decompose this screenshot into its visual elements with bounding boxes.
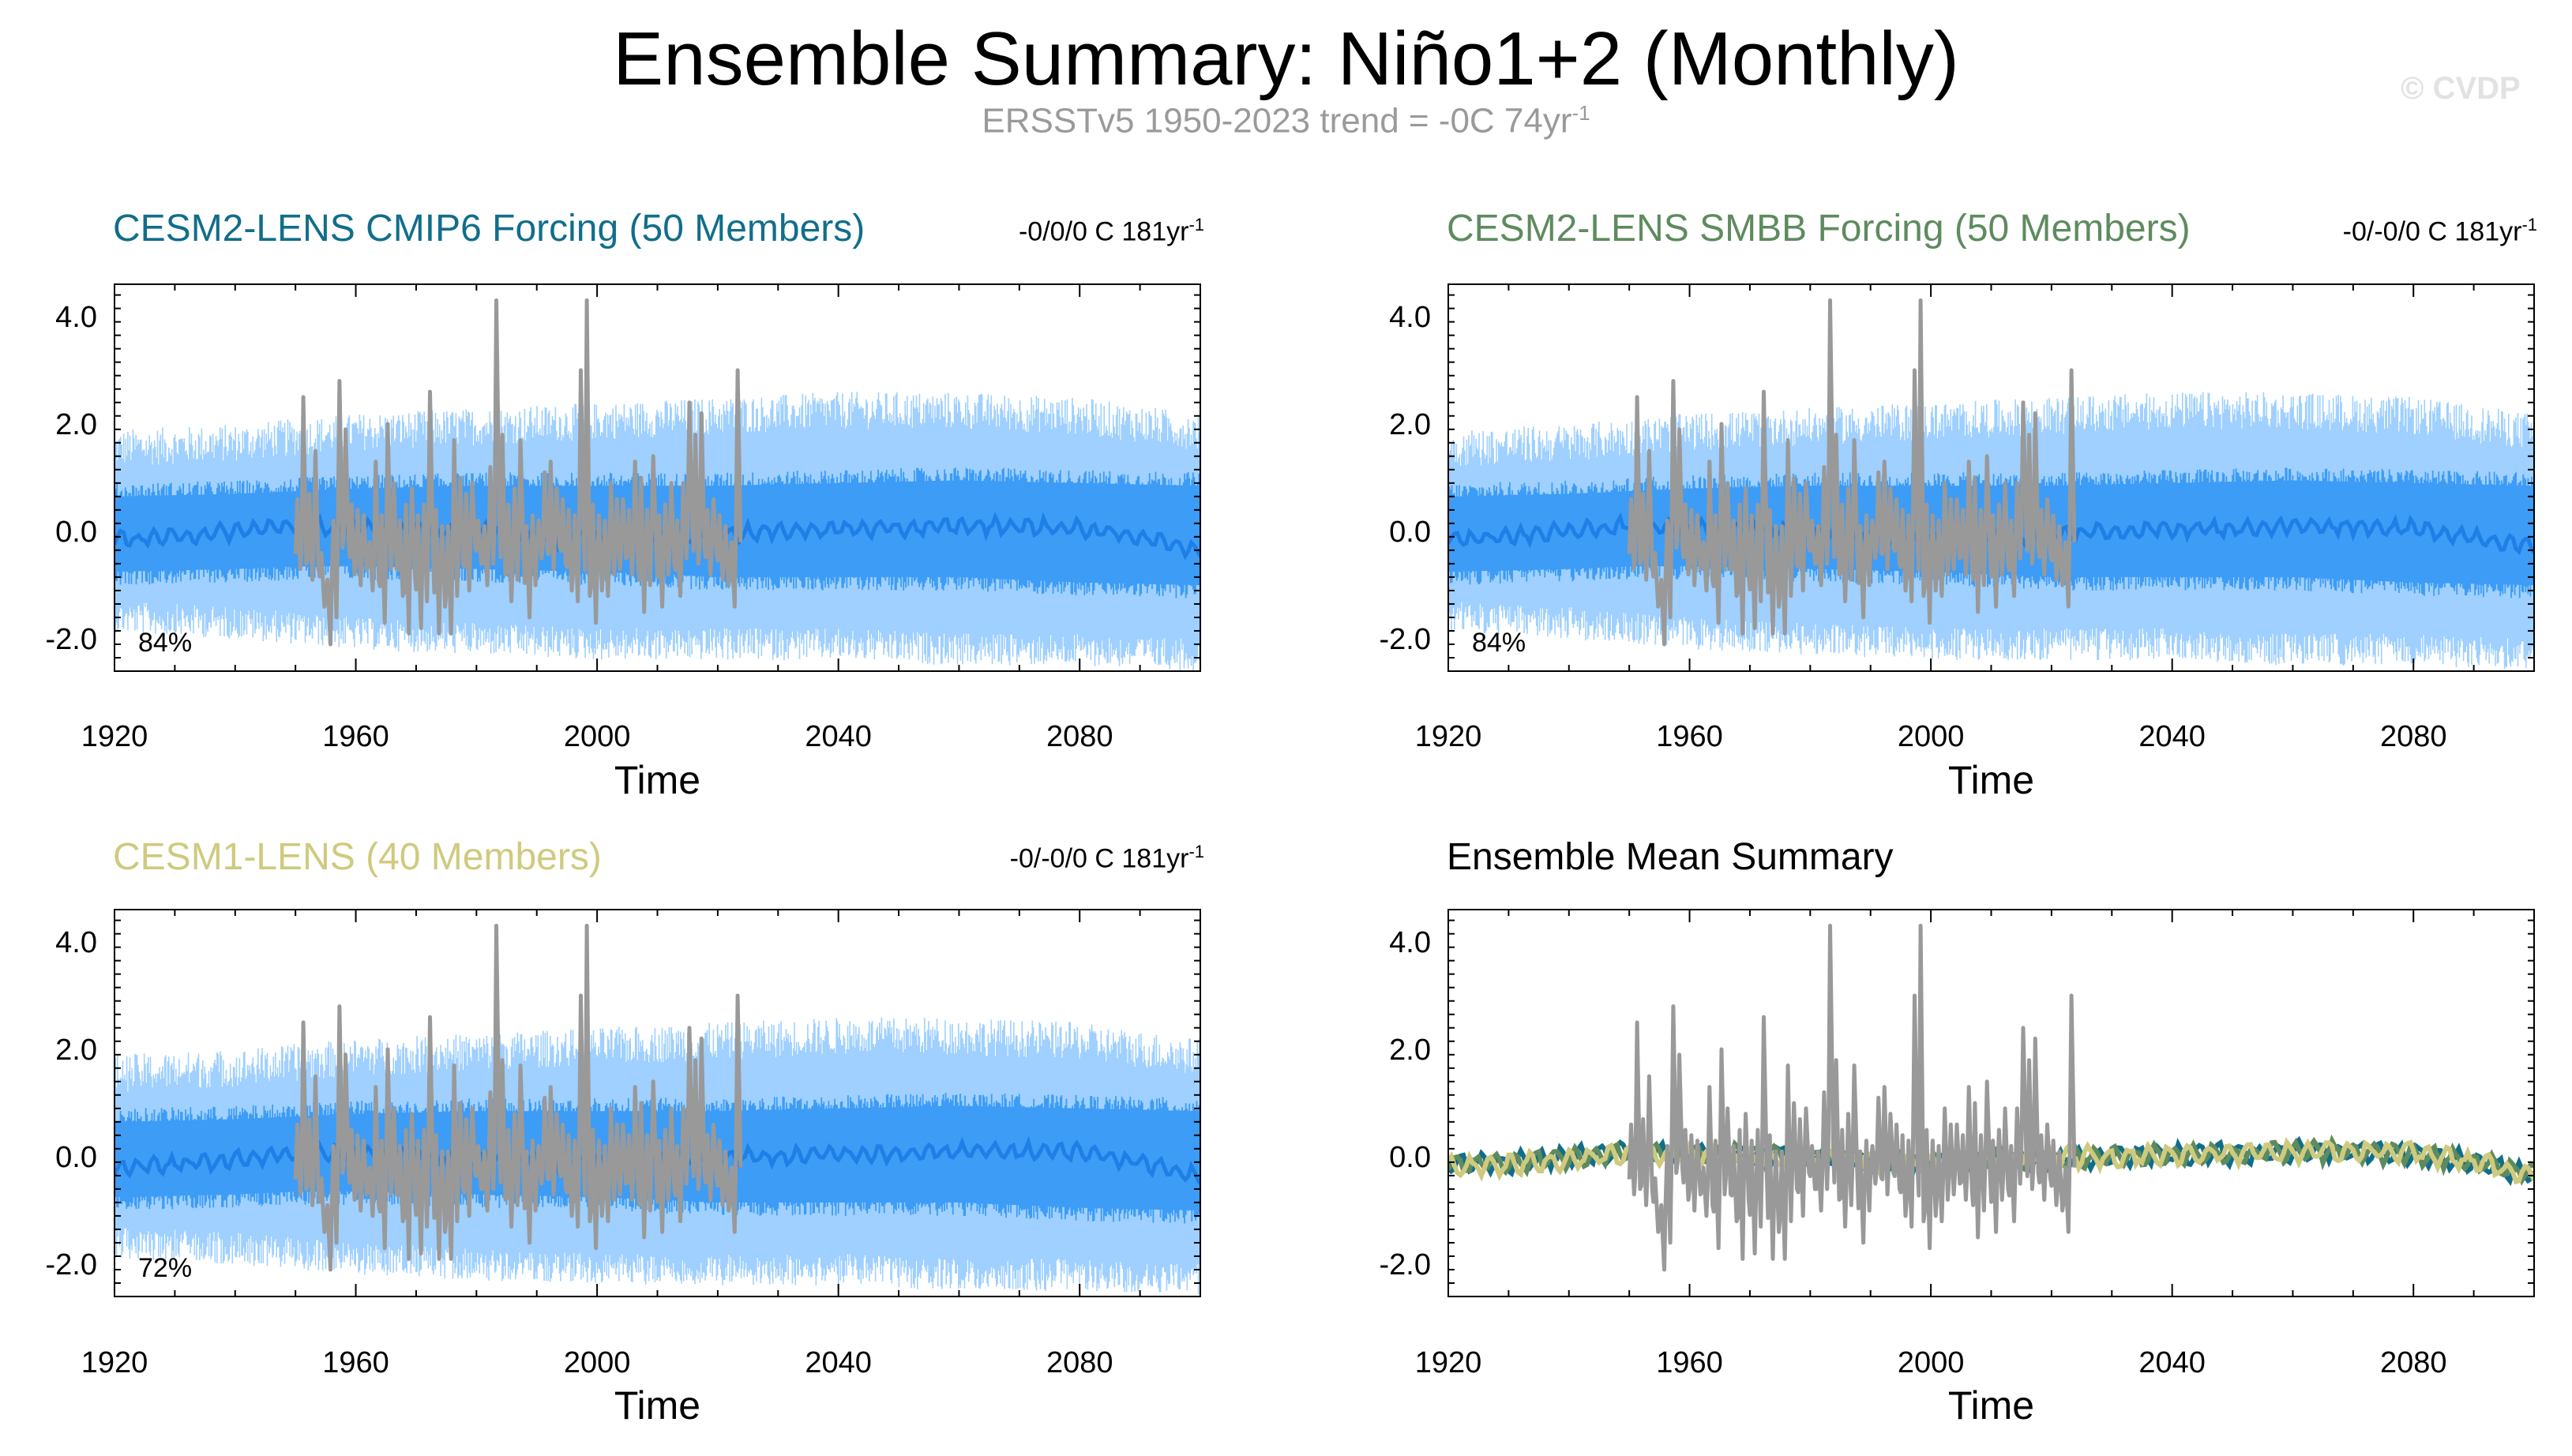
panel-cesm2-cmip6: -2.0 0.0 2.0 4.0 1920 1960 2000 2040 2080 Time 84% <box>46 283 1201 802</box>
x-tick-label: 2080 <box>1046 720 1113 753</box>
y-tick-label: -2.0 <box>1380 1248 1431 1282</box>
trend-sup: -1 <box>1188 215 1204 235</box>
y-tick-label: 4.0 <box>55 926 97 959</box>
x-tick-label: 1920 <box>1415 1346 1482 1379</box>
panel-title-cesm2-cmip6: CESM2-LENS CMIP6 Forcing (50 Members) <box>113 208 865 250</box>
x-tick-label: 2040 <box>2138 1346 2206 1379</box>
trend-sup: -1 <box>2521 215 2537 235</box>
panel-trend-cesm2-smbb: -0/-0/0 C 181yr-1 <box>2206 215 2537 247</box>
percent-label: 84% <box>138 628 192 658</box>
trend-text: -0/0/0 C 181yr <box>1018 216 1189 247</box>
figure-subtitle: ERSSTv5 1950-2023 trend = -0C 74yr-1 <box>0 101 2572 141</box>
panel-trend-cesm2-cmip6: -0/0/0 C 181yr-1 <box>873 215 1204 247</box>
y-tick-label: 4.0 <box>1389 301 1431 334</box>
trend-sup: -1 <box>1188 842 1204 861</box>
x-axis-title: Time <box>1948 1383 2034 1428</box>
x-tick-label: 1920 <box>1415 720 1482 753</box>
x-axis-title: Time <box>614 758 700 802</box>
copyright-label: © CVDP <box>2401 71 2521 106</box>
x-tick-label: 1960 <box>322 1346 389 1379</box>
x-tick-label: 1920 <box>81 720 148 753</box>
plot-area <box>1448 923 2534 1272</box>
x-tick-label: 1960 <box>322 720 389 753</box>
y-tick-label: 2.0 <box>55 408 97 441</box>
observations-line <box>293 923 743 1272</box>
x-tick-label: 2080 <box>1046 1346 1113 1379</box>
plot-frame <box>1447 909 2535 1297</box>
panel-title-ensemble-mean: Ensemble Mean Summary <box>1447 836 1894 878</box>
panel-title-cesm2-smbb: CESM2-LENS SMBB Forcing (50 Members) <box>1447 208 2191 250</box>
percent-label: 84% <box>1472 628 1526 658</box>
x-tick-label: 1960 <box>1656 720 1723 753</box>
y-tick-label: 4.0 <box>55 301 97 334</box>
y-tick-label: -2.0 <box>1380 623 1431 656</box>
y-tick-label: 4.0 <box>1389 926 1431 959</box>
plot-area <box>1448 298 2534 670</box>
subtitle-superscript: -1 <box>1571 101 1590 125</box>
y-tick-label: 0.0 <box>1389 1141 1431 1174</box>
y-tick-label: 0.0 <box>55 516 97 549</box>
percent-label: 72% <box>138 1253 192 1283</box>
panel-title-cesm1: CESM1-LENS (40 Members) <box>113 836 602 878</box>
panel-trend-cesm1: -0/-0/0 C 181yr-1 <box>873 842 1204 874</box>
y-tick-label: 2.0 <box>1389 1034 1431 1067</box>
x-axis-title: Time <box>614 1383 700 1428</box>
subtitle-text: ERSSTv5 1950-2023 trend = -0C 74yr <box>982 101 1572 141</box>
x-tick-label: 2000 <box>564 720 631 753</box>
x-tick-label: 2080 <box>2380 1346 2447 1379</box>
panel-cesm2-smbb: -2.0 0.0 2.0 4.0 1920 1960 2000 2040 2080 Time 84% <box>1380 283 2535 802</box>
observations-line <box>1627 298 2077 647</box>
x-tick-label: 2040 <box>805 720 872 753</box>
x-tick-label: 2000 <box>564 1346 631 1379</box>
x-tick-label: 2040 <box>2138 720 2206 753</box>
y-tick-label: 2.0 <box>55 1034 97 1067</box>
plot-area <box>115 298 1200 671</box>
plot-area <box>115 923 1200 1295</box>
figure-title: Ensemble Summary: Niño1+2 (Monthly) <box>613 17 1959 101</box>
panel-cesm1: -2.0 0.0 2.0 4.0 1920 1960 2000 2040 2080 Time 72% <box>46 909 1201 1428</box>
observations-line <box>1627 923 2077 1272</box>
x-tick-label: 1920 <box>81 1346 148 1379</box>
trend-text: -0/-0/0 C 181yr <box>1009 843 1189 874</box>
trend-text: -0/-0/0 C 181yr <box>2342 216 2522 247</box>
y-tick-label: 0.0 <box>55 1141 97 1174</box>
y-tick-label: -2.0 <box>46 1248 97 1282</box>
x-tick-label: 2000 <box>1898 720 1965 753</box>
panel-ensemble-mean: -2.0 0.0 2.0 4.0 1920 1960 2000 2040 2080 Time <box>1380 909 2535 1428</box>
x-tick-label: 2080 <box>2380 720 2447 753</box>
x-tick-label: 1960 <box>1656 1346 1723 1379</box>
y-tick-label: -2.0 <box>46 623 97 656</box>
observations-line <box>293 298 743 647</box>
x-axis-title: Time <box>1948 758 2034 802</box>
x-tick-label: 2000 <box>1898 1346 1965 1379</box>
y-tick-label: 0.0 <box>1389 516 1431 549</box>
x-tick-label: 2040 <box>805 1346 872 1379</box>
y-tick-label: 2.0 <box>1389 408 1431 441</box>
